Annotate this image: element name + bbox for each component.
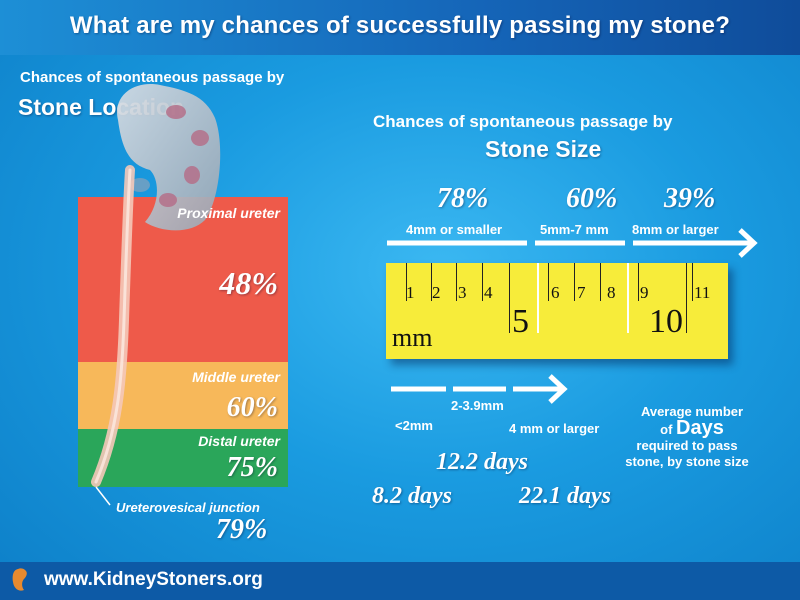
size-label-large: 8mm or larger [632, 222, 719, 237]
ruler-number: 7 [577, 283, 586, 302]
middle-ureter-percent: 60% [226, 392, 278, 423]
days-caption-of: of [660, 422, 673, 437]
kidney-logo-icon [12, 568, 27, 591]
size-percent-large: 39% [664, 183, 716, 214]
ruler-number: 6 [551, 283, 560, 302]
ruler-number: 9 [640, 283, 649, 302]
days-caption-mid: of Days [612, 417, 772, 439]
ruler-tick [406, 263, 407, 301]
size-heading-big: Stone Size [485, 136, 602, 162]
days-caption-days: Days [676, 417, 724, 439]
days-value-large: 22.1 days [519, 483, 611, 509]
distal-ureter-label: Distal ureter [198, 433, 280, 449]
junction-label: Ureterovesical junction [116, 500, 260, 515]
ruler-number: 4 [484, 283, 493, 302]
ruler-big-number: 5 [512, 303, 529, 340]
junction-percent: 79% [216, 514, 268, 545]
size-label-small: 4mm or smaller [406, 222, 503, 237]
days-label-large: 4 mm or larger [509, 421, 600, 436]
days-value-medium: 12.2 days [436, 449, 528, 475]
days-caption: Average number of Days required to pass … [612, 404, 772, 470]
page-title: What are my chances of successfully pass… [69, 12, 731, 39]
ruler-tick [509, 263, 510, 333]
ruler-tick [456, 263, 457, 301]
distal-ureter-percent: 75% [226, 452, 278, 483]
ruler-tick [548, 263, 549, 301]
days-arrow-line [391, 374, 568, 404]
proximal-ureter-label: Proximal ureter [177, 205, 280, 221]
ruler-tick [574, 263, 575, 301]
size-arrow-line [387, 228, 758, 258]
days-caption-pre: Average number [640, 404, 744, 419]
location-heading-small: Chances of spontaneous passage by [20, 69, 285, 86]
ruler-number: 2 [432, 283, 441, 302]
ruler-number: 8 [607, 283, 616, 302]
size-label-medium: 5mm-7 mm [540, 222, 609, 237]
title-bar [0, 0, 800, 55]
footer-bar [0, 562, 800, 600]
ruler-tick [600, 263, 601, 301]
size-percent-medium: 60% [566, 183, 618, 214]
ruler-divider [627, 263, 629, 333]
days-label-small: <2mm [395, 418, 433, 433]
ruler-big-number: 10 [649, 303, 683, 340]
footer-url[interactable]: www.KidneyStoners.org [44, 569, 263, 590]
days-label-medium: 2-3.9mm [451, 398, 504, 413]
size-heading-small: Chances of spontaneous passage by [373, 112, 673, 131]
size-percent-small: 78% [437, 183, 489, 214]
proximal-ureter-percent: 48% [219, 265, 278, 301]
ruler-tick [431, 263, 432, 301]
ruler-tick [482, 263, 483, 301]
ruler-number: 11 [694, 283, 711, 302]
kidney-icon [117, 84, 221, 231]
ruler-divider [537, 263, 539, 333]
ruler: 1 2 3 4 6 7 8 9 11 5 10 mm [386, 263, 728, 359]
days-caption-rest: required to pass stone, by stone size [625, 438, 749, 469]
ruler-number: 1 [406, 283, 415, 302]
ruler-unit: mm [392, 323, 433, 352]
ruler-tick [638, 263, 639, 301]
ruler-tick [692, 263, 693, 301]
days-value-small: 8.2 days [372, 483, 452, 509]
middle-ureter-label: Middle ureter [192, 369, 280, 385]
ruler-number: 3 [458, 283, 467, 302]
ruler-tick [686, 263, 687, 333]
